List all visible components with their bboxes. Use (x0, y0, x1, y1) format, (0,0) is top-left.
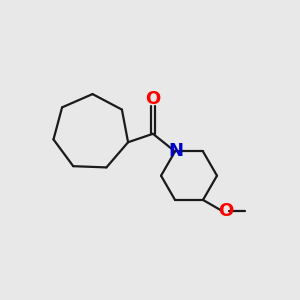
Text: O: O (145, 90, 160, 108)
Text: O: O (218, 202, 233, 220)
Text: N: N (168, 142, 183, 160)
